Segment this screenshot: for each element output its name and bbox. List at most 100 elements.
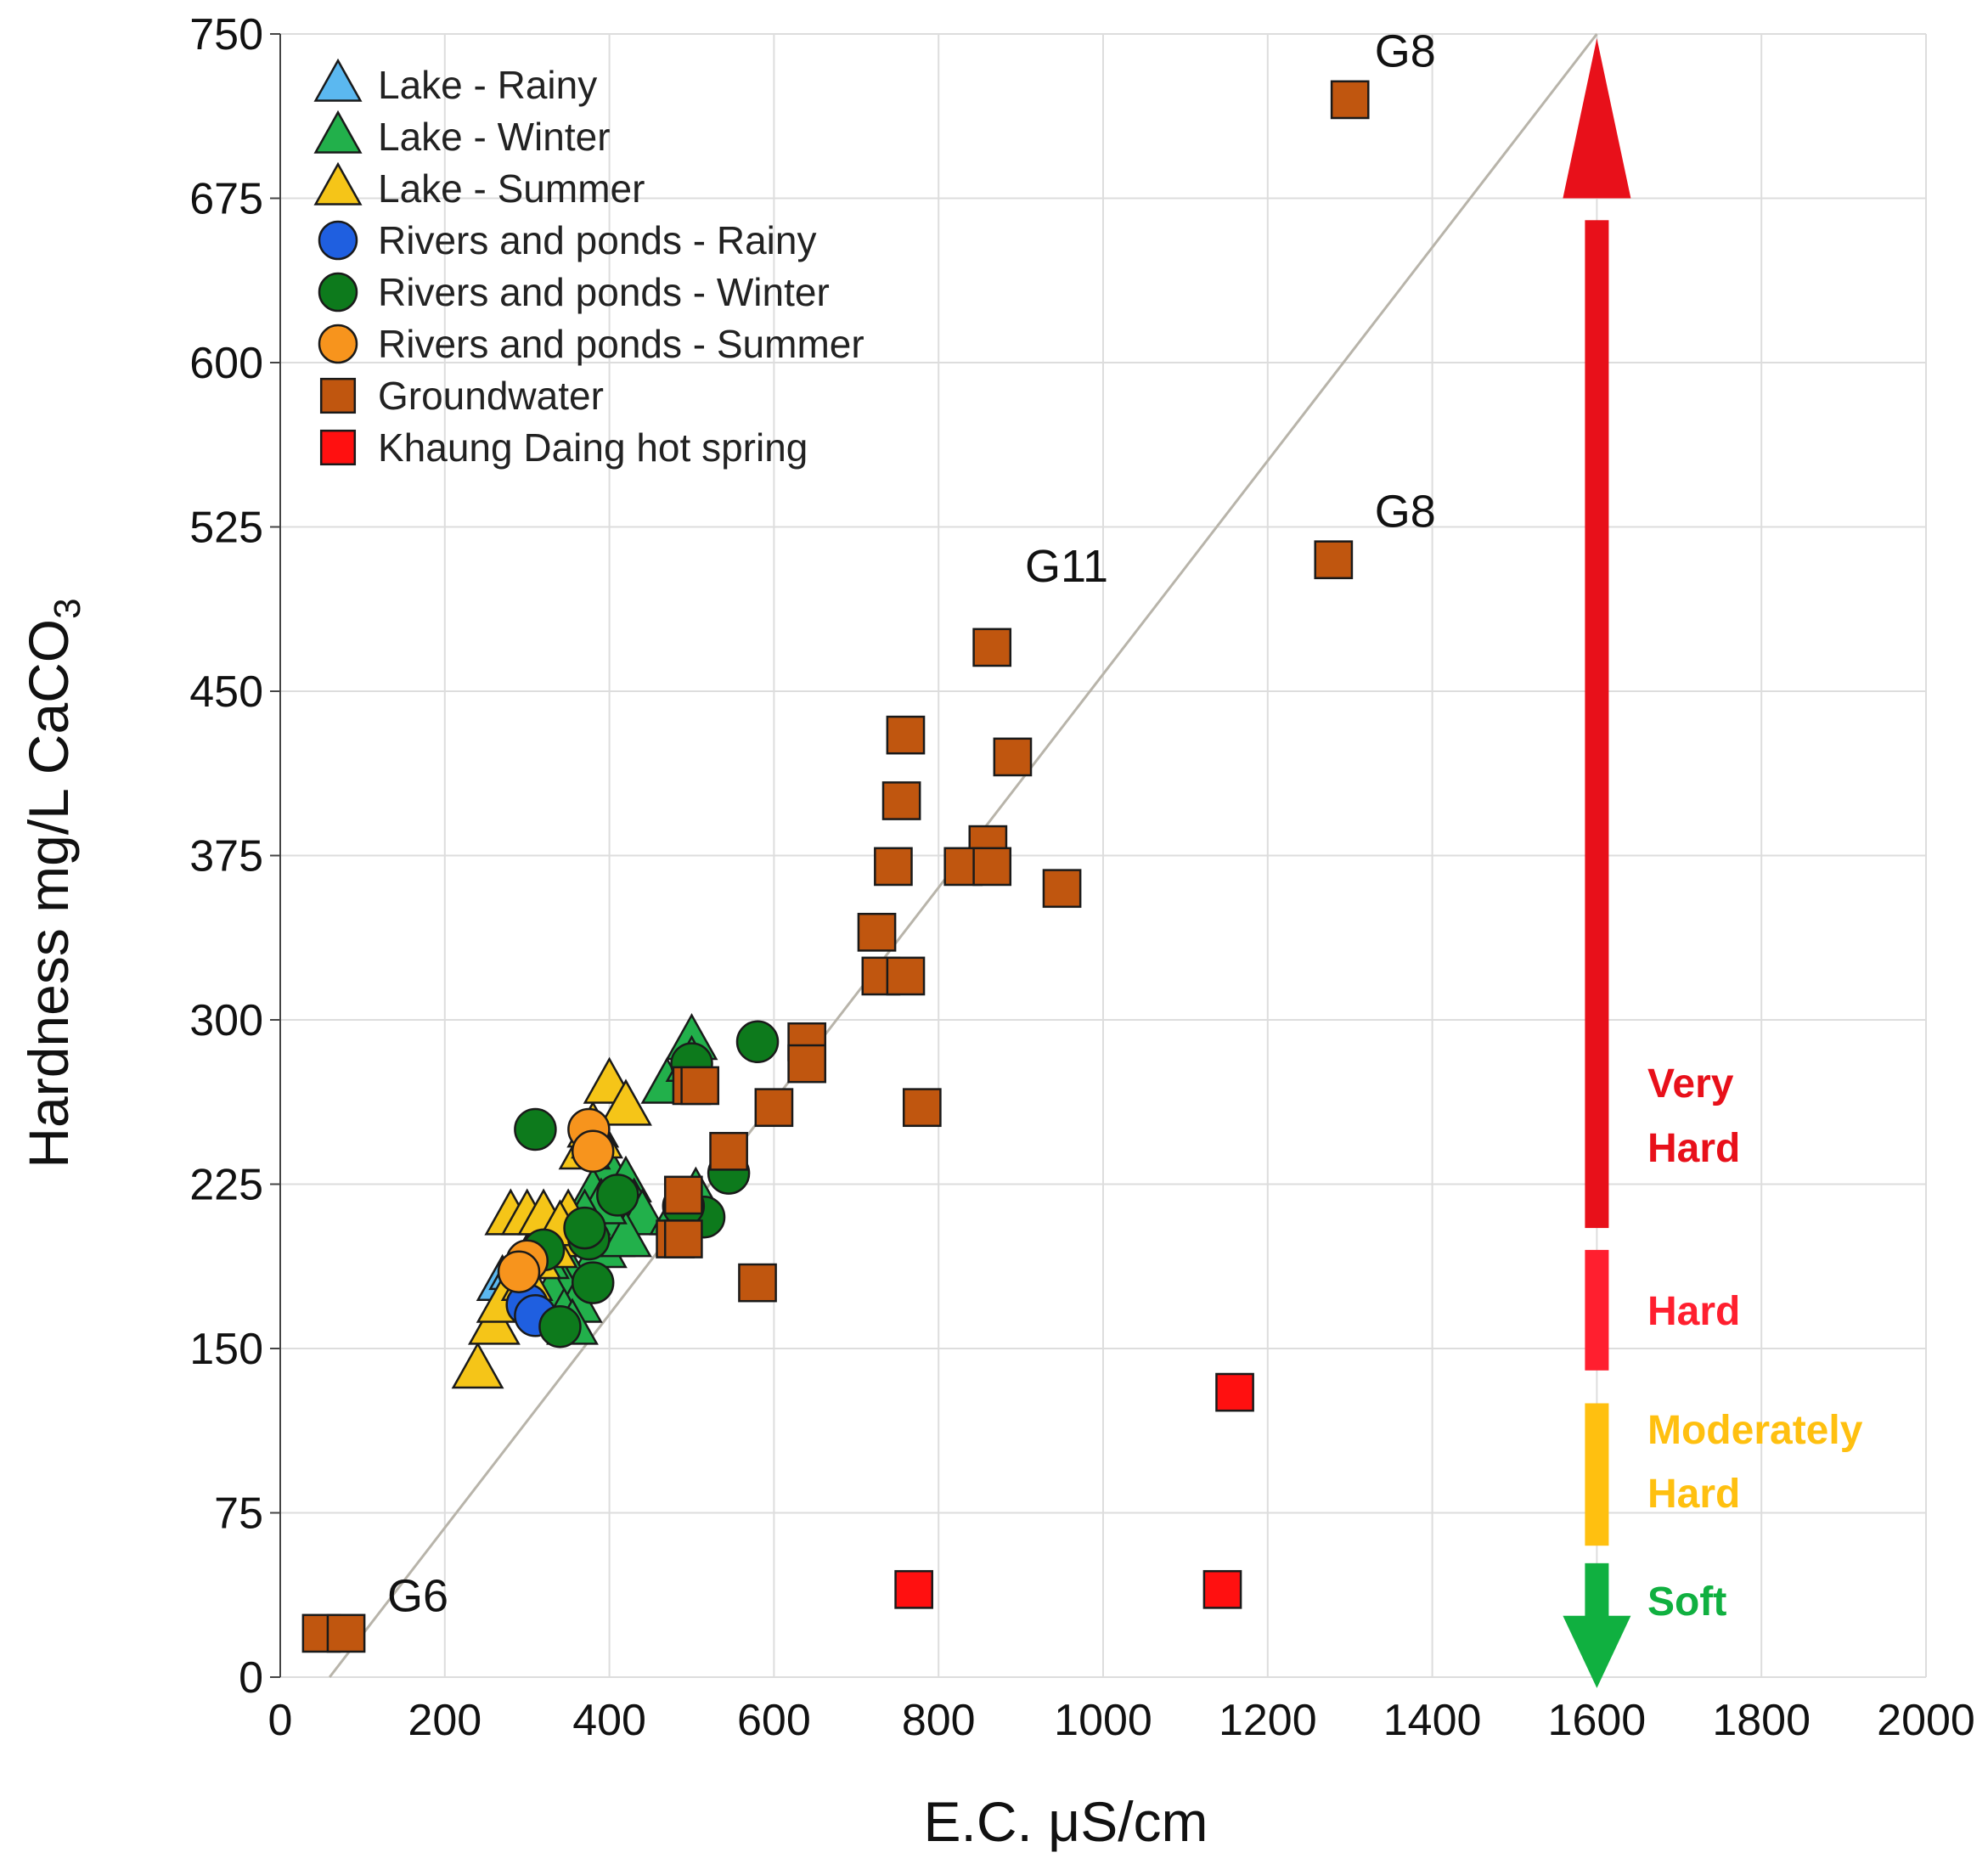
data-point bbox=[709, 1131, 748, 1171]
soft-bar bbox=[1585, 1562, 1609, 1620]
hardness-arrow bbox=[1563, 38, 1631, 1688]
data-point bbox=[563, 1206, 606, 1250]
x-tick-label: 1400 bbox=[1383, 1696, 1482, 1745]
legend-label: Rivers and ponds - Winter bbox=[378, 270, 830, 314]
x-tick-label: 200 bbox=[408, 1696, 482, 1745]
y-tick-label: 375 bbox=[189, 832, 263, 881]
y-axis-title-subscript: 3 bbox=[47, 598, 88, 618]
data-point bbox=[680, 1066, 720, 1106]
point-annotation: G8 bbox=[1375, 487, 1436, 538]
annotations: G8 G8 G11 G6 bbox=[387, 26, 1436, 1622]
legend-marker bbox=[313, 110, 363, 154]
very-hard-bar bbox=[1585, 220, 1609, 1229]
hardness-classes: Very Hard Hard Moderately Hard Soft bbox=[1647, 1061, 1863, 1624]
hardness-class-label: Hard bbox=[1647, 1472, 1740, 1517]
data-point bbox=[600, 1210, 652, 1258]
data-point bbox=[857, 912, 897, 952]
hardness-class-label: Very bbox=[1647, 1061, 1734, 1106]
data-point bbox=[972, 847, 1012, 887]
y-tick-label: 300 bbox=[189, 996, 263, 1045]
x-tick-label: 2000 bbox=[1877, 1696, 1975, 1745]
data-points bbox=[301, 80, 1370, 1653]
soft-arrowhead bbox=[1563, 1615, 1631, 1688]
legend-label: Lake - Winter bbox=[378, 115, 611, 159]
data-point bbox=[326, 1613, 366, 1653]
hardness-class-label: Moderately bbox=[1647, 1408, 1863, 1453]
y-tick-label: 450 bbox=[189, 667, 263, 717]
data-point bbox=[596, 1174, 639, 1217]
data-point bbox=[571, 1129, 615, 1174]
data-point bbox=[663, 1175, 703, 1215]
x-axis-title: E.C. μS/cm bbox=[923, 1790, 1208, 1853]
data-point bbox=[972, 628, 1012, 667]
data-point bbox=[538, 1304, 582, 1349]
data-point bbox=[993, 737, 1033, 777]
x-tick-label: 1800 bbox=[1712, 1696, 1811, 1745]
data-point bbox=[600, 1078, 652, 1126]
legend-marker bbox=[318, 324, 358, 364]
y-tick-label: 675 bbox=[189, 175, 263, 224]
data-point bbox=[787, 1044, 827, 1084]
x-tick-label: 1000 bbox=[1054, 1696, 1152, 1745]
legend-label: Rivers and ponds - Summer bbox=[378, 322, 864, 366]
hard-bar bbox=[1585, 1249, 1609, 1371]
legend-label: Lake - Rainy bbox=[378, 63, 597, 107]
very-hard-arrowhead bbox=[1563, 38, 1631, 199]
legend-marker bbox=[313, 58, 363, 102]
legend-marker bbox=[318, 272, 358, 312]
y-tick-label: 0 bbox=[239, 1653, 263, 1703]
legend-label: Lake - Summer bbox=[378, 166, 645, 211]
data-point bbox=[1330, 80, 1370, 120]
data-point bbox=[1314, 540, 1354, 580]
x-tick-label: 0 bbox=[268, 1696, 293, 1745]
legend-label: Khaung Daing hot spring bbox=[378, 425, 808, 470]
x-tick-label: 600 bbox=[737, 1696, 811, 1745]
data-point bbox=[1215, 1372, 1254, 1412]
point-annotation: G11 bbox=[1025, 541, 1108, 592]
data-point bbox=[881, 781, 921, 820]
data-point bbox=[754, 1088, 794, 1128]
point-annotation: G8 bbox=[1375, 26, 1436, 77]
data-point bbox=[874, 847, 913, 887]
data-point bbox=[571, 1261, 615, 1304]
legend-marker bbox=[318, 220, 358, 261]
y-tick-label: 75 bbox=[214, 1489, 263, 1539]
x-tick-label: 1600 bbox=[1548, 1696, 1647, 1745]
moderately-hard-bar bbox=[1585, 1403, 1609, 1546]
y-tick-label: 225 bbox=[189, 1161, 263, 1210]
y-tick-label: 525 bbox=[189, 504, 263, 553]
y-axis-title-main: Hardness mg/L CaCO bbox=[17, 619, 80, 1168]
hardness-class-label: Soft bbox=[1647, 1579, 1726, 1624]
legend-marker bbox=[319, 429, 357, 466]
y-tick-label: 150 bbox=[189, 1325, 263, 1374]
data-point bbox=[886, 956, 926, 996]
y-axis-title: Hardness mg/L CaCO3 bbox=[17, 598, 88, 1168]
x-tick-label: 400 bbox=[572, 1696, 646, 1745]
y-tick-label: 600 bbox=[189, 339, 263, 388]
data-point bbox=[497, 1250, 541, 1293]
legend-label: Rivers and ponds - Rainy bbox=[378, 218, 816, 262]
legend-marker bbox=[319, 377, 357, 414]
axes: 0 75 150 225 300 375 450 525 600 675 750 0 200 400 600… bbox=[189, 10, 1975, 1745]
hardness-class-label: Hard bbox=[1647, 1289, 1740, 1334]
data-point bbox=[894, 1569, 933, 1609]
data-point bbox=[902, 1088, 942, 1128]
data-point bbox=[451, 1341, 504, 1389]
data-point bbox=[738, 1263, 777, 1303]
x-tick-label: 1200 bbox=[1219, 1696, 1317, 1745]
data-point bbox=[514, 1107, 557, 1151]
data-point bbox=[663, 1219, 703, 1258]
data-point bbox=[886, 715, 926, 755]
hardness-class-label: Hard bbox=[1647, 1126, 1740, 1171]
data-point bbox=[735, 1020, 780, 1064]
legend-label: Groundwater bbox=[378, 374, 604, 418]
legend: Lake - Rainy Lake - Winter Lake - Summer Ri… bbox=[313, 58, 864, 470]
y-tick-label: 750 bbox=[189, 10, 263, 59]
x-tick-label: 800 bbox=[902, 1696, 976, 1745]
data-point bbox=[1042, 869, 1082, 909]
legend-marker bbox=[313, 161, 363, 206]
point-annotation: G6 bbox=[387, 1571, 448, 1622]
data-point bbox=[1202, 1569, 1242, 1609]
